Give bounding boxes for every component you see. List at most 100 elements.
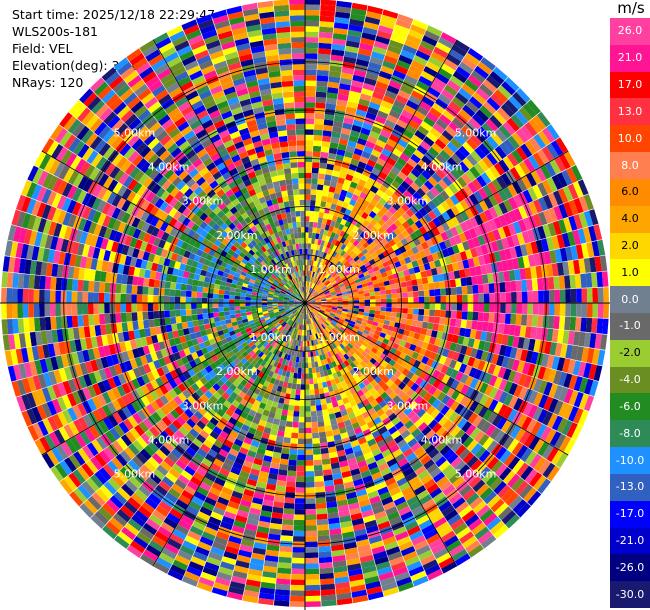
velocity-gate <box>305 210 310 217</box>
velocity-gate <box>405 319 413 326</box>
velocity-gate <box>370 251 378 259</box>
velocity-gate <box>147 311 154 320</box>
velocity-gate <box>507 153 519 167</box>
velocity-gate <box>305 129 314 135</box>
velocity-gate <box>291 427 299 434</box>
velocity-gate <box>28 317 36 332</box>
velocity-gate <box>365 112 377 121</box>
velocity-gate <box>416 243 424 252</box>
velocity-gate <box>370 324 378 331</box>
velocity-gate <box>403 162 414 172</box>
velocity-gate <box>342 252 349 259</box>
velocity-gate <box>397 138 409 148</box>
velocity-gate <box>362 241 370 249</box>
velocity-gate <box>477 284 484 294</box>
velocity-gate <box>401 347 410 355</box>
velocity-gate <box>482 156 494 169</box>
velocity-gate <box>430 267 438 276</box>
velocity-gate <box>435 153 447 165</box>
velocity-gate <box>323 229 329 236</box>
velocity-gate <box>337 281 344 286</box>
velocity-gate <box>294 367 299 374</box>
velocity-gate <box>373 86 387 95</box>
velocity-gate <box>358 245 366 252</box>
velocity-gate <box>483 312 490 322</box>
velocity-gate <box>348 223 356 231</box>
velocity-gate <box>297 454 305 461</box>
velocity-gate <box>354 322 361 328</box>
velocity-gate <box>367 319 374 325</box>
velocity-gate <box>417 173 428 184</box>
velocity-gate <box>451 303 457 311</box>
velocity-gate <box>515 314 522 326</box>
velocity-gate <box>314 306 321 310</box>
velocity-gate <box>311 367 316 374</box>
velocity-gate <box>321 403 328 411</box>
velocity-gate <box>300 340 303 347</box>
velocity-gate <box>575 317 582 332</box>
velocity-gate <box>438 415 449 427</box>
velocity-gate <box>333 273 339 279</box>
velocity-gate <box>305 15 320 22</box>
velocity-gate <box>314 118 324 125</box>
velocity-gate <box>309 296 314 300</box>
velocity-gate <box>305 216 310 222</box>
velocity-gate <box>448 325 456 335</box>
velocity-gate <box>289 448 298 455</box>
velocity-gate <box>394 175 404 185</box>
velocity-gate <box>426 254 434 263</box>
velocity-gate <box>408 297 414 303</box>
velocity-gate <box>347 95 360 104</box>
velocity-gate <box>330 220 336 227</box>
velocity-gate <box>578 212 588 228</box>
velocity-gate <box>364 182 373 190</box>
velocity-gate <box>360 37 375 46</box>
velocity-gate <box>364 306 371 310</box>
velocity-gate <box>414 220 424 229</box>
velocity-gate <box>542 444 555 460</box>
velocity-gate <box>521 279 528 292</box>
velocity-gate <box>313 129 323 136</box>
velocity-gate <box>386 138 397 148</box>
velocity-gate <box>307 259 310 266</box>
velocity-gate <box>331 272 338 278</box>
velocity-gate <box>336 199 344 207</box>
velocity-gate <box>521 230 531 244</box>
velocity-gate <box>305 536 318 542</box>
velocity-gate <box>459 199 470 211</box>
velocity-gate <box>293 530 305 537</box>
velocity-gate <box>438 179 449 190</box>
velocity-gate <box>364 299 371 303</box>
velocity-gate <box>337 306 343 309</box>
velocity-gate <box>476 275 484 285</box>
velocity-gate <box>325 309 331 313</box>
velocity-gate <box>341 67 355 75</box>
velocity-gate <box>340 218 347 226</box>
velocity-gate <box>353 264 360 271</box>
velocity-gate <box>480 331 488 341</box>
velocity-gate <box>324 280 330 285</box>
velocity-gate <box>583 194 594 211</box>
velocity-gate <box>347 186 356 194</box>
velocity-gate <box>514 325 521 337</box>
velocity-gate <box>392 342 400 350</box>
velocity-gate <box>333 22 349 30</box>
velocity-gate <box>288 454 297 461</box>
velocity-gate <box>577 228 587 244</box>
velocity-gate <box>353 325 360 330</box>
velocity-gate <box>394 64 409 75</box>
velocity-gate <box>491 414 503 427</box>
velocity-gate <box>563 217 573 233</box>
velocity-gate <box>589 209 599 226</box>
velocity-gate <box>337 93 349 102</box>
velocity-gate <box>323 414 330 421</box>
velocity-gate <box>524 140 537 155</box>
velocity-gate <box>305 547 319 553</box>
velocity-gate <box>388 133 400 143</box>
velocity-gate <box>365 277 373 283</box>
velocity-gate <box>455 278 462 287</box>
velocity-gate <box>357 314 364 319</box>
velocity-gate <box>558 316 566 330</box>
velocity-gate <box>497 85 512 100</box>
velocity-gate <box>348 300 354 303</box>
